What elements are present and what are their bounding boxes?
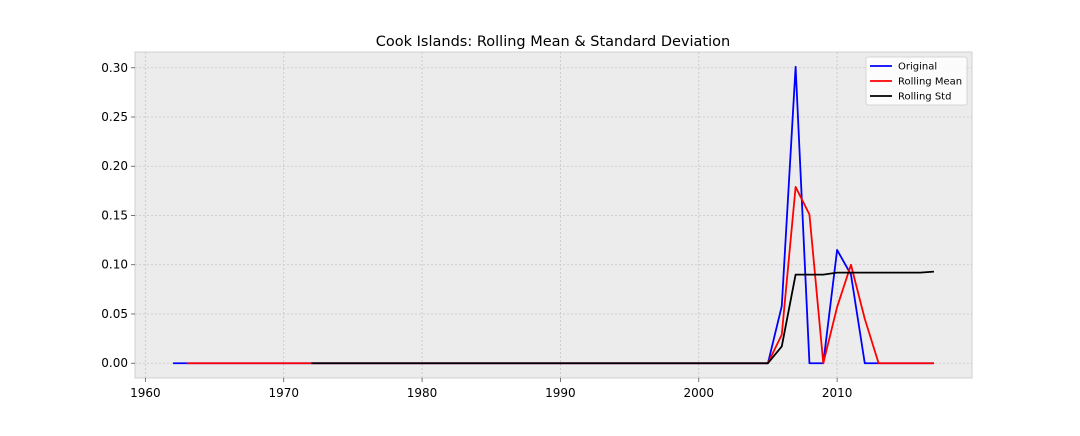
x-tick-label: 1960 (130, 386, 161, 400)
y-tick-label: 0.30 (101, 61, 128, 75)
legend-label-rolling-std: Rolling Std (898, 92, 951, 103)
legend: Original Rolling Mean Rolling Std (865, 56, 968, 106)
x-tick-label: 1990 (545, 386, 576, 400)
y-tick-label: 0.15 (101, 208, 128, 222)
legend-box (865, 56, 968, 106)
y-tick-label: 0.10 (101, 258, 128, 272)
legend-label-original: Original (898, 62, 937, 73)
chart-title: Cook Islands: Rolling Mean & Standard De… (376, 34, 730, 50)
y-tick-label: 0.20 (101, 159, 128, 173)
y-tick-label: 0.25 (101, 110, 128, 124)
y-tick-label: 0.00 (101, 356, 128, 370)
plot-background (134, 51, 973, 379)
x-tick-label: 1980 (407, 386, 438, 400)
series-line-rolling-std (311, 270, 935, 365)
x-tick-label: 2000 (683, 386, 714, 400)
x-tick-label: 2010 (822, 386, 853, 400)
plot-area: 1960 1970 1980 1990 2000 2010 0.00 0.05 0.10 0.15… (101, 51, 973, 400)
legend-label-rolling-mean: Rolling Mean (898, 77, 962, 88)
y-tick-label: 0.05 (101, 307, 128, 321)
x-tick-label: 1970 (268, 386, 299, 400)
